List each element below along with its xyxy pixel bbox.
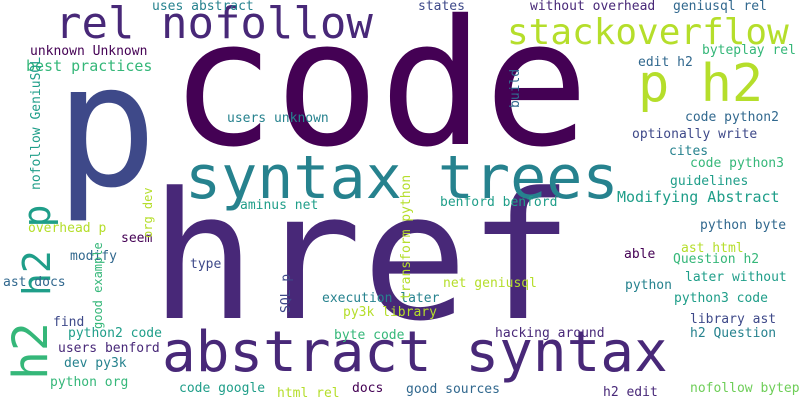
word-users-benford: users benford: [58, 341, 160, 356]
word-states: states: [418, 0, 465, 14]
word-geniusql-rel: geniusql rel: [673, 0, 767, 14]
word-good-sources: good sources: [406, 382, 500, 397]
word-stackoverflow: stackoverflow: [507, 12, 789, 53]
word-good-example: hacking around: [495, 326, 605, 341]
word-users-unknown: byte code: [334, 328, 405, 343]
word-byte-code: py3k library: [343, 305, 437, 320]
word-hacking-around: net geniusql: [443, 276, 537, 291]
word-uses-abstract: uses abstract: [152, 0, 254, 14]
word-byteplay-rel: byteplay rel: [702, 43, 796, 58]
word-without-overhead: without overhead: [530, 0, 656, 14]
word-find: find: [53, 315, 85, 330]
word-modify: modify: [70, 249, 117, 264]
word-edit-h2: edit h2: [638, 55, 693, 70]
word-cites: cites: [669, 144, 709, 159]
word-href: href: [150, 155, 574, 360]
word-type: type: [190, 257, 222, 272]
word-python2-code: python2 code: [68, 326, 162, 341]
word-dev-py3k: dev py3k: [64, 356, 127, 371]
word-rel-nofollow: rel nofollow: [55, 0, 373, 49]
word-net-geniusql: execution later: [322, 291, 440, 306]
word-aminus-net: aminus net: [240, 198, 319, 213]
word-transform-python: nofollow GeniuSQL: [29, 56, 44, 190]
word-abstract-syntax: abstract syntax: [162, 320, 668, 385]
word-html-rel: html rel: [277, 386, 340, 400]
word-question-h2: Question h2: [673, 252, 760, 267]
word-able: able: [624, 247, 656, 262]
word-modifying-abstract: Modifying Abstract: [617, 188, 780, 206]
word-optionally-write: optionally write: [632, 127, 758, 142]
word-nofollow-geniusql: org dev: [141, 187, 155, 238]
word-python3-code: python3 code: [674, 291, 768, 306]
word-docs: docs: [352, 381, 384, 396]
word-python-byte: python byte: [700, 218, 787, 233]
word-py3k-library: SQL p: [279, 273, 294, 313]
word-ast-docs: ast docs: [3, 275, 66, 290]
word-best-practices: best practices: [26, 57, 153, 75]
word-org-dev: good example: [91, 242, 105, 329]
word-syntax-trees: syntax trees: [185, 143, 619, 213]
word-code: code: [170, 0, 590, 186]
word-sql-p: users unknown: [227, 111, 329, 126]
word-p-h2: p h2: [638, 54, 764, 114]
word-nofollow-byteplay: nofollow byteplay: [690, 381, 800, 396]
word-unknown-unknown: unknown Unknown: [30, 44, 148, 59]
word-library-ast: library ast: [690, 312, 777, 327]
word-benford-benford: benford benford: [440, 195, 558, 210]
word-python: python: [625, 278, 672, 293]
word-seem: seem: [121, 231, 153, 246]
word-overhead-p: overhead p: [28, 221, 107, 236]
word-code-python2: code python2: [685, 110, 779, 125]
word-build: build: [508, 68, 523, 108]
word-python-org: python org: [50, 375, 129, 390]
word-code-google: code google: [179, 381, 266, 396]
word-later-without: later without: [685, 270, 787, 285]
word-h2-question: h2 Question: [690, 326, 777, 341]
word-code-python3: code python3: [690, 156, 784, 171]
word-p: p: [55, 28, 158, 226]
word-execution-later: transform python: [399, 174, 414, 300]
word-guidelines: guidelines: [670, 174, 749, 189]
word-h2: h2: [3, 322, 59, 380]
word-h2-edit: h2 edit: [603, 385, 658, 400]
word-ast-html: ast html: [681, 241, 744, 256]
